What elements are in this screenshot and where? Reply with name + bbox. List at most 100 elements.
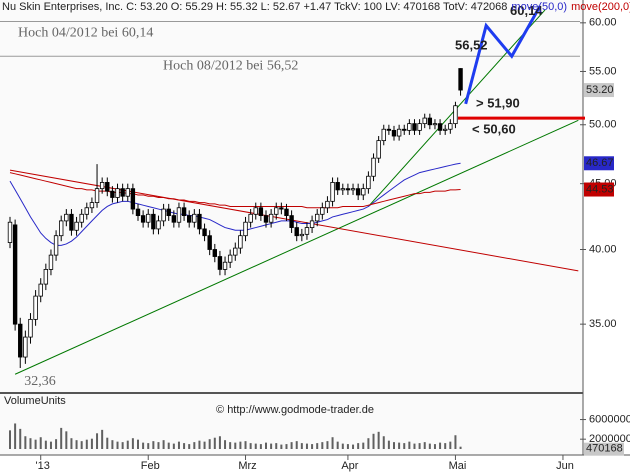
volume-bar bbox=[449, 441, 452, 449]
volume-bar bbox=[285, 444, 288, 449]
volume-bar bbox=[393, 442, 395, 449]
last-value-box bbox=[584, 156, 614, 171]
candle-body bbox=[345, 188, 351, 191]
candle-body bbox=[386, 128, 392, 131]
last-close-box bbox=[584, 83, 614, 98]
candle-body bbox=[99, 182, 105, 190]
volume-tick-label: 6000000 bbox=[589, 413, 630, 425]
last-value-label: 46.67 bbox=[586, 157, 614, 169]
volume-bar bbox=[439, 442, 442, 449]
volume-bar bbox=[254, 443, 257, 449]
y-tick-label: 50.00 bbox=[589, 119, 617, 131]
volume-bar bbox=[203, 441, 206, 449]
y-tick-label: 60.00 bbox=[589, 17, 617, 29]
candle-body bbox=[135, 208, 141, 217]
candle-body bbox=[325, 200, 330, 209]
x-tick-label: Apr bbox=[341, 460, 358, 472]
candle-body bbox=[166, 208, 171, 217]
candle-body bbox=[176, 207, 182, 223]
volume-bar bbox=[44, 440, 47, 449]
volume-bar bbox=[326, 441, 329, 449]
volume-bar bbox=[413, 443, 416, 449]
candle-body bbox=[202, 228, 207, 237]
legend-entry: move(200,0) bbox=[571, 1, 630, 13]
volume-bar bbox=[398, 442, 401, 449]
candle-body bbox=[448, 123, 453, 130]
candle-body bbox=[330, 182, 335, 202]
volume-bar bbox=[29, 438, 32, 449]
candle-body bbox=[43, 269, 49, 285]
candle-body bbox=[248, 213, 253, 223]
volume-bar bbox=[188, 444, 191, 449]
candle-body bbox=[258, 207, 264, 217]
candle-body bbox=[125, 188, 130, 197]
candle-body bbox=[105, 182, 110, 192]
stop-label: < 50,60 bbox=[472, 122, 516, 137]
candle-body bbox=[12, 224, 18, 325]
y-tick-label: 55.00 bbox=[589, 65, 617, 77]
volume-bar bbox=[403, 443, 406, 449]
volume-bar bbox=[9, 430, 11, 449]
volume-bar bbox=[249, 443, 252, 449]
candle-body bbox=[69, 213, 74, 231]
volume-bar bbox=[300, 443, 303, 449]
candle-body bbox=[458, 68, 463, 91]
y-tick-label: 35.00 bbox=[589, 318, 617, 330]
moving-average bbox=[9, 172, 461, 209]
candle-body bbox=[74, 221, 79, 231]
candle-body bbox=[299, 233, 305, 237]
moving-average bbox=[9, 162, 461, 246]
volume-bar bbox=[305, 443, 308, 449]
candle-body bbox=[38, 283, 43, 297]
candle-body bbox=[79, 213, 84, 223]
volume-bar bbox=[49, 441, 52, 449]
candle-body bbox=[110, 190, 115, 198]
volume-bar bbox=[183, 443, 186, 449]
candle-body bbox=[407, 123, 412, 131]
candle-body bbox=[222, 261, 228, 270]
candle-body bbox=[238, 235, 243, 249]
volume-bar bbox=[152, 441, 155, 449]
volume-bar bbox=[70, 438, 73, 449]
candle-body bbox=[23, 336, 28, 358]
volume-bar bbox=[418, 443, 421, 449]
level-label: Hoch 04/2012 bei 60,14 bbox=[18, 26, 153, 41]
candle-body bbox=[7, 221, 13, 243]
candle-body bbox=[161, 208, 166, 222]
volume-bar bbox=[321, 442, 324, 449]
candle-body bbox=[396, 128, 402, 137]
volume-bar bbox=[55, 439, 58, 449]
volume-bar bbox=[80, 441, 83, 449]
volume-bar bbox=[244, 441, 247, 449]
candle-body bbox=[130, 188, 136, 210]
level-label: Hoch 08/2012 bei 56,52 bbox=[163, 58, 298, 73]
volume-bar bbox=[90, 438, 93, 449]
last-close-label: 53.20 bbox=[586, 84, 614, 96]
y-tick-label: 40.00 bbox=[589, 243, 617, 255]
volume-bar bbox=[362, 442, 365, 449]
volume-bar bbox=[14, 423, 17, 449]
candle-body bbox=[422, 117, 427, 125]
candle-body bbox=[381, 128, 386, 142]
candle-body bbox=[48, 254, 54, 270]
volume-bar bbox=[162, 440, 165, 449]
volume-bar bbox=[290, 442, 293, 449]
candle-body bbox=[417, 123, 422, 131]
x-tick-label: Feb bbox=[141, 460, 160, 472]
candle-body bbox=[89, 202, 95, 209]
volume-bar bbox=[382, 436, 385, 449]
candle-body bbox=[253, 207, 258, 215]
volume-bar bbox=[454, 435, 457, 449]
entry-label: > 51,90 bbox=[476, 95, 520, 110]
volume-bar bbox=[167, 442, 170, 449]
volume-bar bbox=[147, 443, 150, 449]
candle-body bbox=[227, 254, 233, 263]
candle-body bbox=[361, 188, 366, 196]
volume-bar bbox=[198, 440, 201, 449]
volume-title: VolumeUnits bbox=[4, 395, 66, 407]
volume-bar bbox=[275, 443, 278, 449]
volume-bar bbox=[85, 439, 88, 449]
candle-body bbox=[289, 215, 294, 228]
volume-bar bbox=[352, 444, 355, 449]
